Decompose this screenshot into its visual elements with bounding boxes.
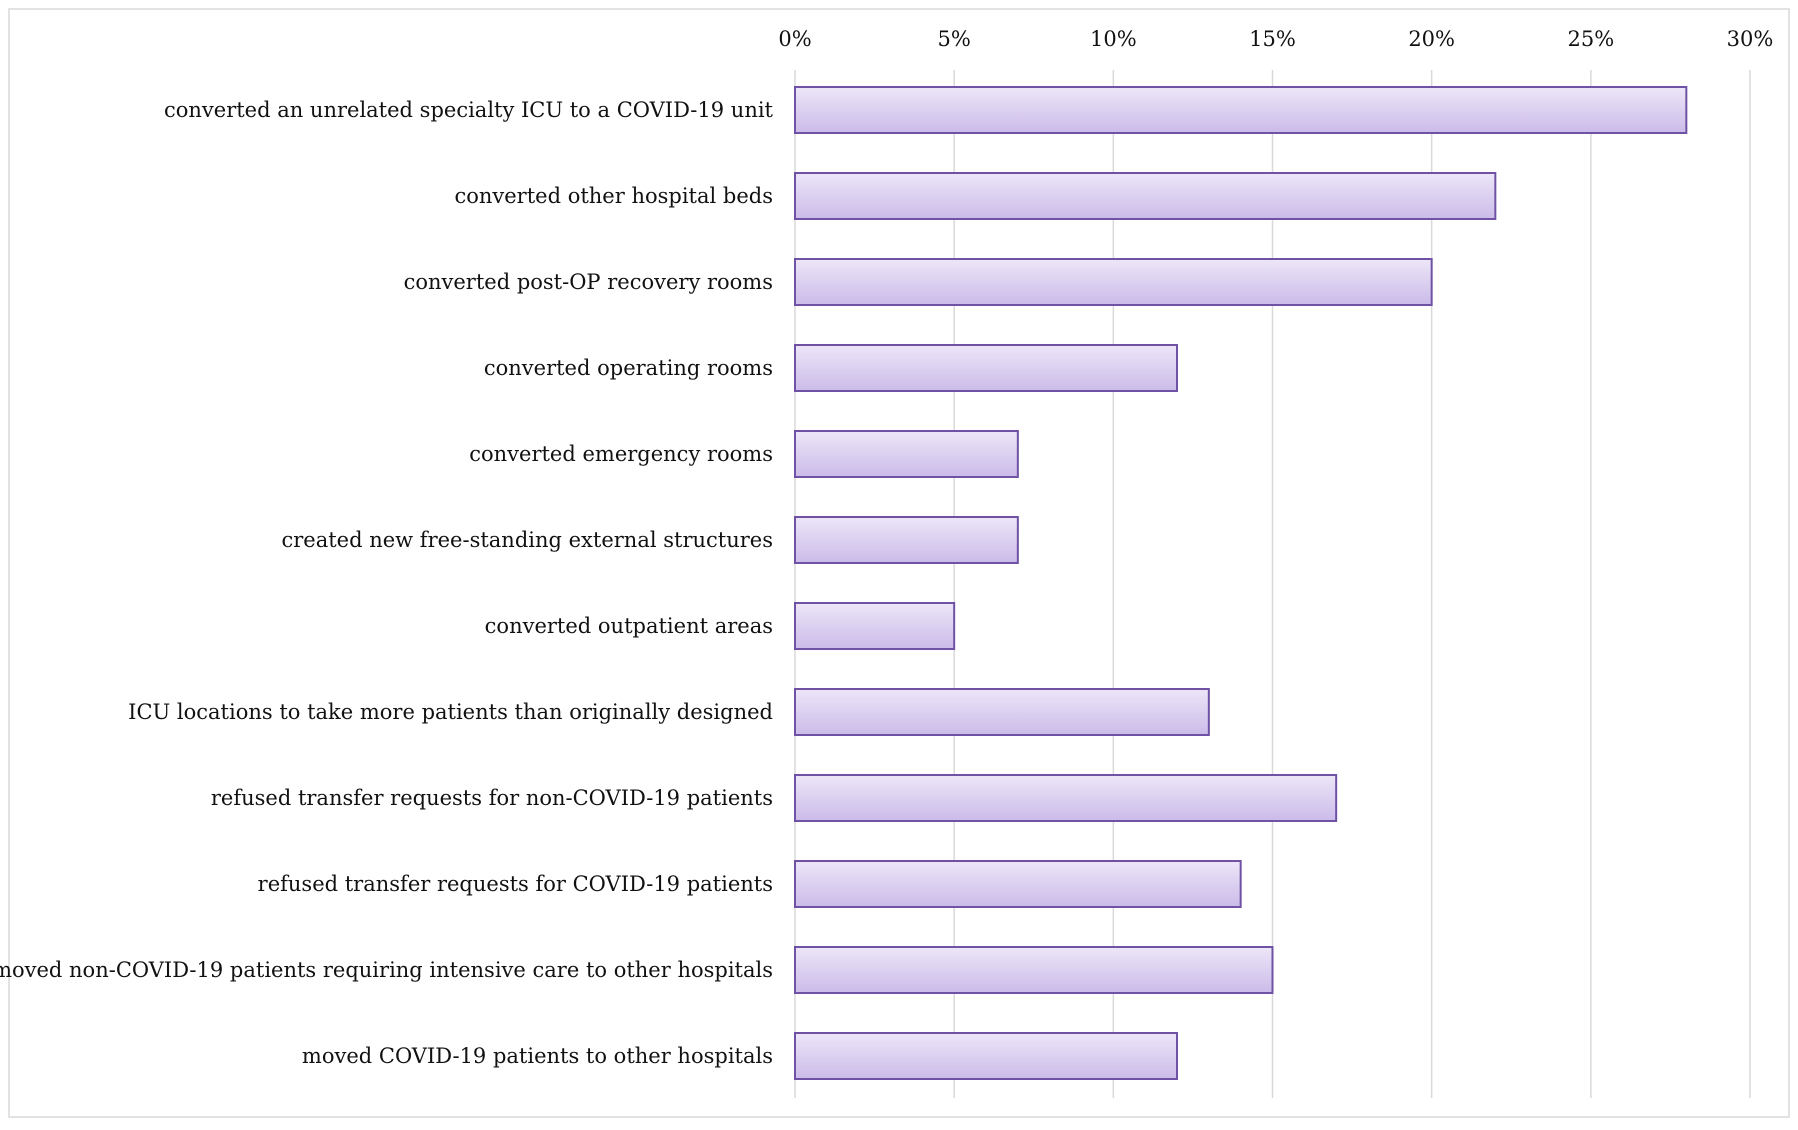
bar: [794, 430, 1019, 478]
x-tick-label: 30%: [1727, 27, 1774, 51]
category-label: moved non-COVID-19 patients requiring in…: [0, 958, 773, 982]
category-label: converted emergency rooms: [469, 442, 773, 466]
bar: [794, 946, 1274, 994]
x-tick-label: 10%: [1090, 27, 1137, 51]
x-tick-label: 0%: [778, 27, 811, 51]
bar: [794, 774, 1338, 822]
category-labels: converted an unrelated specialty ICU to …: [0, 98, 774, 1068]
category-label: created new free-standing external struc…: [281, 528, 773, 552]
x-tick-label: 25%: [1567, 27, 1614, 51]
bar: [794, 860, 1242, 908]
category-label: converted outpatient areas: [485, 614, 773, 638]
bars: [794, 86, 1688, 1080]
bar: [794, 86, 1688, 134]
bar: [794, 344, 1178, 392]
chart-border: [8, 8, 1790, 1118]
bar: [794, 602, 956, 650]
category-label: converted other hospital beds: [454, 184, 773, 208]
bar: [794, 688, 1210, 736]
category-label: refused transfer requests for non-COVID-…: [211, 786, 773, 810]
category-label: converted post-OP recovery rooms: [404, 270, 773, 294]
x-axis-ticks: 0% 5% 10% 15% 20% 25% 30%: [778, 27, 1773, 51]
category-label: ICU locations to take more patients than…: [128, 700, 773, 724]
category-label: converted operating rooms: [484, 356, 773, 380]
category-label: converted an unrelated specialty ICU to …: [164, 98, 774, 122]
x-tick-label: 5%: [938, 27, 971, 51]
bar: [794, 172, 1497, 220]
bar: [794, 1032, 1178, 1080]
bar: [794, 258, 1433, 306]
grid-layer: [794, 70, 1751, 1098]
category-label: moved COVID-19 patients to other hospita…: [302, 1044, 773, 1068]
category-label: refused transfer requests for COVID-19 p…: [258, 872, 773, 896]
x-tick-label: 15%: [1249, 27, 1296, 51]
bar: [794, 516, 1019, 564]
x-tick-label: 20%: [1408, 27, 1455, 51]
